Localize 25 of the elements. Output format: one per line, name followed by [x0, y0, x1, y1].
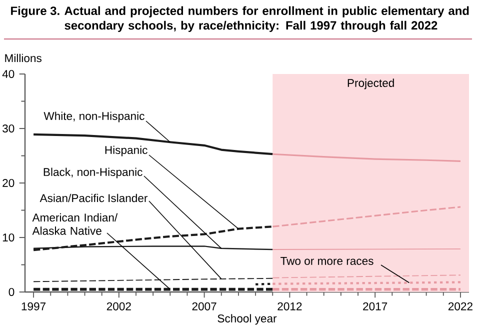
text: Asian/Pacific Islander: [40, 194, 148, 202]
y-tick-label: 10: [2, 234, 14, 242]
line-series: [272, 153, 462, 162]
line-series: [32, 133, 274, 156]
line-series: [272, 206, 462, 228]
x-tick-label: 2022: [448, 302, 472, 310]
x-tick-label: 1997: [22, 302, 46, 310]
text: Black, non-Hispanic: [44, 168, 142, 178]
series-label: Two or more races: [280, 257, 374, 265]
text: American Indian/ Alaska Native: [32, 213, 118, 235]
y-tick-label: 0: [8, 288, 14, 296]
text: Hispanic: [105, 146, 148, 156]
x-tick-label: 2012: [278, 302, 302, 310]
x-tick-label: 2002: [106, 302, 131, 310]
y-tick-label: 30: [2, 124, 14, 132]
chart-subtitle: Actual and projected numbers for enrollment in public elementary and secondary schools, by race/ethnicity: Fall 1997 through fall 2022: [64, 6, 469, 32]
y-tick-label: 20: [2, 179, 14, 187]
y-axis-title: Millions: [5, 54, 42, 62]
y-tick-label: 40: [2, 70, 14, 78]
band-label: Projected: [348, 78, 394, 90]
x-axis-title: School year: [218, 314, 277, 325]
chart-title: Figure 3.: [11, 6, 60, 18]
series-label: White, non-Hispanic: [44, 112, 144, 122]
x-tick-label: 2007: [192, 302, 216, 310]
x-tick-label: 2017: [363, 302, 388, 310]
